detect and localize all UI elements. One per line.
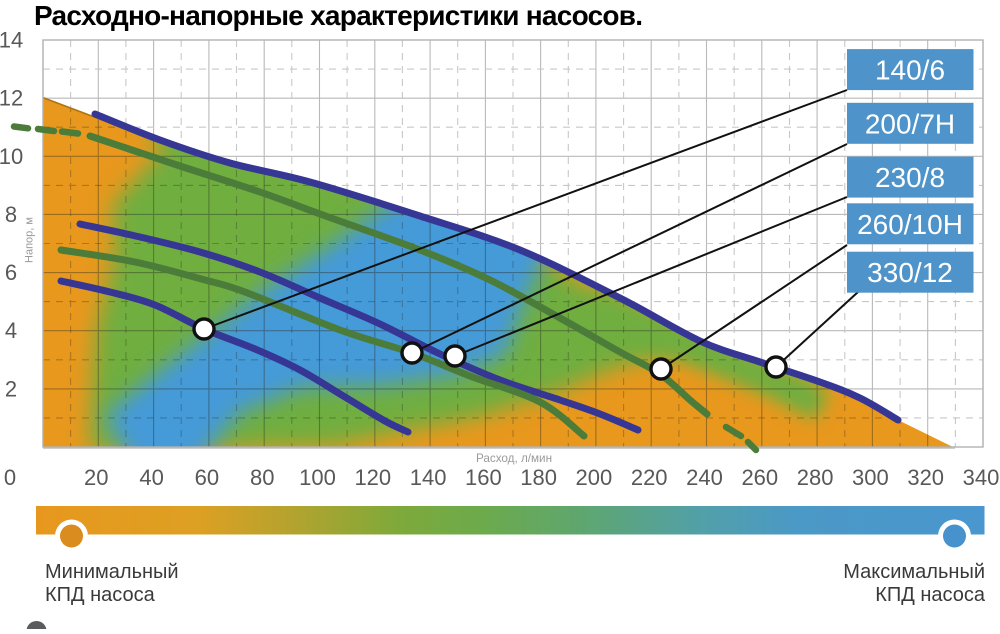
svg-text:2: 2 xyxy=(5,376,17,401)
svg-text:160: 160 xyxy=(465,465,502,490)
svg-text:280: 280 xyxy=(797,465,834,490)
svg-text:Напор, м: Напор, м xyxy=(24,217,36,263)
svg-text:40: 40 xyxy=(139,465,163,490)
svg-text:140/6: 140/6 xyxy=(875,55,945,86)
svg-text:200: 200 xyxy=(576,465,613,490)
svg-text:220: 220 xyxy=(631,465,668,490)
svg-text:300: 300 xyxy=(852,465,889,490)
svg-text:Расходно-напорные характеристи: Расходно-напорные характеристики насосов… xyxy=(34,0,642,31)
svg-text:0: 0 xyxy=(4,465,16,490)
svg-text:Расход, л/мин: Расход, л/мин xyxy=(476,452,552,465)
svg-text:340: 340 xyxy=(963,465,1000,490)
svg-text:60: 60 xyxy=(195,465,219,490)
svg-text:20: 20 xyxy=(84,465,108,490)
svg-text:6: 6 xyxy=(5,260,17,285)
svg-text:180: 180 xyxy=(520,465,557,490)
svg-text:КПД насоса: КПД насоса xyxy=(45,584,156,606)
svg-text:Максимальный: Максимальный xyxy=(843,561,985,583)
svg-text:КПД насоса: КПД насоса xyxy=(875,584,986,606)
svg-text:4: 4 xyxy=(5,318,17,343)
svg-text:100: 100 xyxy=(299,465,336,490)
svg-text:8: 8 xyxy=(5,202,17,227)
svg-text:200/7Н: 200/7Н xyxy=(865,108,955,139)
svg-text:320: 320 xyxy=(907,465,944,490)
svg-text:230/8: 230/8 xyxy=(875,162,945,193)
svg-text:120: 120 xyxy=(354,465,391,490)
svg-text:240: 240 xyxy=(686,465,723,490)
svg-text:10: 10 xyxy=(0,144,23,169)
svg-text:330/12: 330/12 xyxy=(867,257,953,288)
svg-text:12: 12 xyxy=(0,86,23,111)
svg-text:260/10Н: 260/10Н xyxy=(857,209,963,240)
svg-text:140: 140 xyxy=(410,465,447,490)
svg-text:Минимальный: Минимальный xyxy=(45,561,179,583)
svg-text:80: 80 xyxy=(250,465,274,490)
svg-text:260: 260 xyxy=(741,465,778,490)
svg-text:14: 14 xyxy=(0,28,23,53)
